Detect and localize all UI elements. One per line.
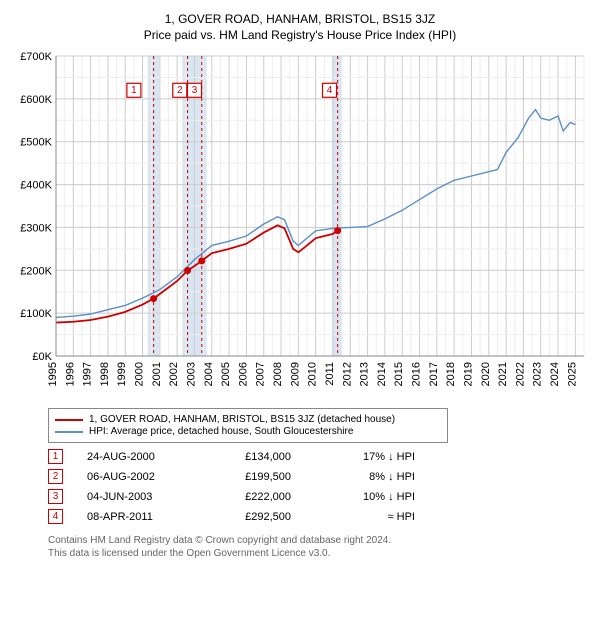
marker-number: 1	[131, 85, 137, 96]
transaction-pct: 10% ↓ HPI	[315, 491, 415, 503]
chart-area: £0K £100K £200K £300K £400K £500K £600K £700K 19…	[10, 50, 590, 400]
transaction-date: 08-APR-2011	[87, 511, 187, 523]
x-axis-label: 1998	[99, 362, 111, 386]
x-axis-label: 2007	[255, 362, 267, 386]
y-axis-label: £100K	[20, 308, 52, 320]
x-axis-label: 2000	[134, 362, 146, 386]
x-axis-label: 1999	[116, 362, 128, 386]
x-axis-label: 1997	[82, 362, 94, 386]
y-axis-label: £500K	[20, 137, 52, 149]
marker-number: 4	[327, 85, 333, 96]
footer-line-2: This data is licensed under the Open Gov…	[48, 547, 590, 560]
legend: 1, GOVER ROAD, HANHAM, BRISTOL, BS15 3JZ…	[48, 408, 448, 443]
legend-label: 1, GOVER ROAD, HANHAM, BRISTOL, BS15 3JZ…	[89, 414, 395, 425]
x-axis-label: 2009	[289, 362, 301, 386]
series-marker	[150, 295, 157, 302]
legend-swatch	[55, 431, 83, 433]
x-axis-label: 2002	[168, 362, 180, 386]
x-axis-label: 2016	[411, 362, 423, 386]
x-axis-label: 2024	[549, 362, 561, 386]
title-subtitle: Price paid vs. HM Land Registry's House …	[10, 28, 590, 42]
transaction-date: 04-JUN-2003	[87, 491, 187, 503]
transactions-table: 1 24-AUG-2000 £134,000 17% ↓ HPI 2 06-AUG-200…	[48, 449, 590, 524]
legend-swatch	[55, 419, 83, 421]
x-axis-label: 2010	[307, 362, 319, 386]
transaction-row: 2 06-AUG-2002 £199,500 8% ↓ HPI	[48, 469, 590, 484]
x-axis-label: 2011	[324, 362, 336, 386]
transaction-date: 24-AUG-2000	[87, 451, 187, 463]
x-axis-label: 2017	[428, 362, 440, 386]
series-marker	[184, 267, 191, 274]
x-axis-label: 2004	[203, 362, 215, 386]
y-axis-label: £600K	[20, 94, 52, 106]
x-axis-label: 2025	[566, 362, 578, 386]
transaction-price: £292,500	[211, 511, 291, 523]
transaction-price: £222,000	[211, 491, 291, 503]
transaction-pct: ≈ HPI	[315, 511, 415, 523]
x-axis-label: 2003	[185, 362, 197, 386]
x-axis-label: 2013	[359, 362, 371, 386]
transaction-date: 06-AUG-2002	[87, 471, 187, 483]
x-axis-label: 1996	[64, 362, 76, 386]
y-axis-label: £700K	[20, 51, 52, 63]
legend-item: HPI: Average price, detached house, Sout…	[55, 426, 441, 437]
y-axis-label: £200K	[20, 265, 52, 277]
x-axis-label: 2015	[393, 362, 405, 386]
x-axis-label: 2023	[532, 362, 544, 386]
marker-number: 3	[192, 85, 198, 96]
transaction-number-box: 2	[48, 469, 63, 484]
series-marker	[198, 257, 205, 264]
legend-label: HPI: Average price, detached house, Sout…	[89, 426, 353, 437]
y-axis-label: £0K	[32, 351, 52, 363]
x-axis-label: 2005	[220, 362, 232, 386]
title-address: 1, GOVER ROAD, HANHAM, BRISTOL, BS15 3JZ	[10, 12, 590, 26]
x-axis-label: 2012	[341, 362, 353, 386]
footer-line-1: Contains HM Land Registry data © Crown c…	[48, 534, 590, 547]
x-axis-label: 1995	[47, 362, 59, 386]
transaction-pct: 8% ↓ HPI	[315, 471, 415, 483]
x-axis-label: 2022	[514, 362, 526, 386]
transaction-row: 3 04-JUN-2003 £222,000 10% ↓ HPI	[48, 489, 590, 504]
transaction-number-box: 1	[48, 449, 63, 464]
x-axis-label: 2018	[445, 362, 457, 386]
y-axis-label: £300K	[20, 222, 52, 234]
transaction-number-box: 3	[48, 489, 63, 504]
x-axis-label: 2020	[480, 362, 492, 386]
transaction-price: £199,500	[211, 471, 291, 483]
x-axis-label: 2019	[462, 362, 474, 386]
transaction-price: £134,000	[211, 451, 291, 463]
transaction-pct: 17% ↓ HPI	[315, 451, 415, 463]
x-axis-label: 2021	[497, 362, 509, 386]
x-axis-label: 2014	[376, 362, 388, 386]
x-axis-label: 2006	[237, 362, 249, 386]
x-axis-label: 2001	[151, 362, 163, 386]
x-axis-label: 2008	[272, 362, 284, 386]
transaction-row: 4 08-APR-2011 £292,500 ≈ HPI	[48, 509, 590, 524]
chart-container: 1, GOVER ROAD, HANHAM, BRISTOL, BS15 3JZ…	[10, 12, 590, 560]
titles: 1, GOVER ROAD, HANHAM, BRISTOL, BS15 3JZ…	[10, 12, 590, 42]
transaction-row: 1 24-AUG-2000 £134,000 17% ↓ HPI	[48, 449, 590, 464]
legend-item: 1, GOVER ROAD, HANHAM, BRISTOL, BS15 3JZ…	[55, 414, 441, 425]
y-axis-label: £400K	[20, 180, 52, 192]
chart-svg: £0K £100K £200K £300K £400K £500K £600K £700K 19…	[10, 50, 590, 400]
series-marker	[334, 227, 341, 234]
footer: Contains HM Land Registry data © Crown c…	[48, 534, 590, 560]
transaction-number-box: 4	[48, 509, 63, 524]
marker-number: 2	[177, 85, 183, 96]
